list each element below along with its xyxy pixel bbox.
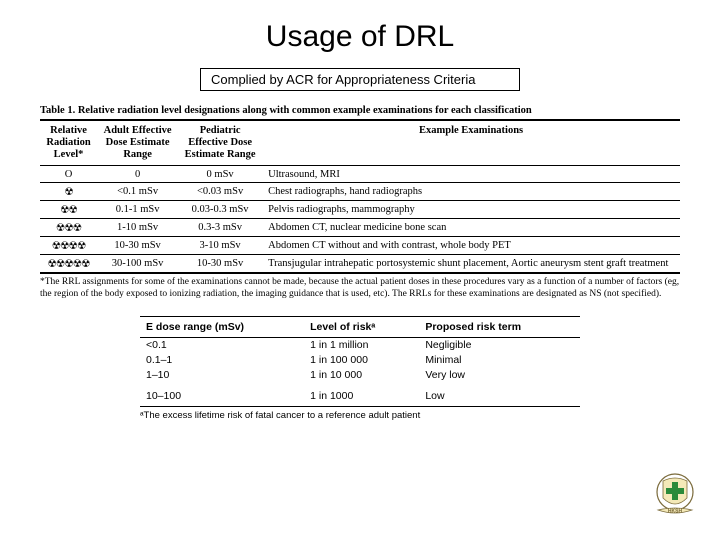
subtitle-box: Complied by ACR for Appropriateness Crit… (200, 68, 520, 91)
table1-header-adult: Adult EffectiveDose EstimateRange (97, 120, 178, 166)
radiation-level-table: RelativeRadiationLevel* Adult EffectiveD… (40, 119, 680, 274)
table-row: ☢<0.1 mSv<0.03 mSvChest radiographs, han… (40, 183, 680, 201)
table1-header-pediatric: PediatricEffective DoseEstimate Range (178, 120, 262, 166)
page-title: Usage of DRL (40, 20, 680, 54)
table2-footnote: ᵃThe excess lifetime risk of fatal cance… (140, 410, 580, 421)
table1-header-rrl: RelativeRadiationLevel* (40, 120, 97, 166)
table-row: ☢☢0.1-1 mSv0.03-0.3 mSvPelvis radiograph… (40, 201, 680, 219)
table-row: ☢☢☢☢☢30-100 mSv10-30 mSvTransjugular int… (40, 255, 680, 274)
table-row: ☢☢☢☢10-30 mSv3-10 mSvAbdomen CT without … (40, 237, 680, 255)
table1-footnote: *The RRL assignments for some of the exa… (40, 277, 680, 300)
table-row: 0.1–11 in 100 000Minimal (140, 353, 580, 368)
table-row: <0.11 in 1 millionNegligible (140, 337, 580, 353)
risk-level-table: E dose range (mSv) Level of riskᵃ Propos… (140, 316, 580, 408)
hospital-logo-icon: HKSH (652, 472, 698, 518)
table-row: 1–101 in 10 000Very low (140, 368, 580, 383)
table1-caption: Table 1. Relative radiation level design… (40, 105, 680, 116)
table2-header-risk: Level of riskᵃ (304, 316, 419, 337)
table-row: ☢☢☢1-10 mSv0.3-3 mSvAbdomen CT, nuclear … (40, 219, 680, 237)
table2-header-term: Proposed risk term (419, 316, 580, 337)
table1-header-examples: Example Examinations (262, 120, 680, 166)
table2-header-dose: E dose range (mSv) (140, 316, 304, 337)
table-row: 10–1001 in 1000Low (140, 389, 580, 407)
svg-text:HKSH: HKSH (668, 509, 683, 515)
table-row: O00 mSvUltrasound, MRI (40, 166, 680, 183)
